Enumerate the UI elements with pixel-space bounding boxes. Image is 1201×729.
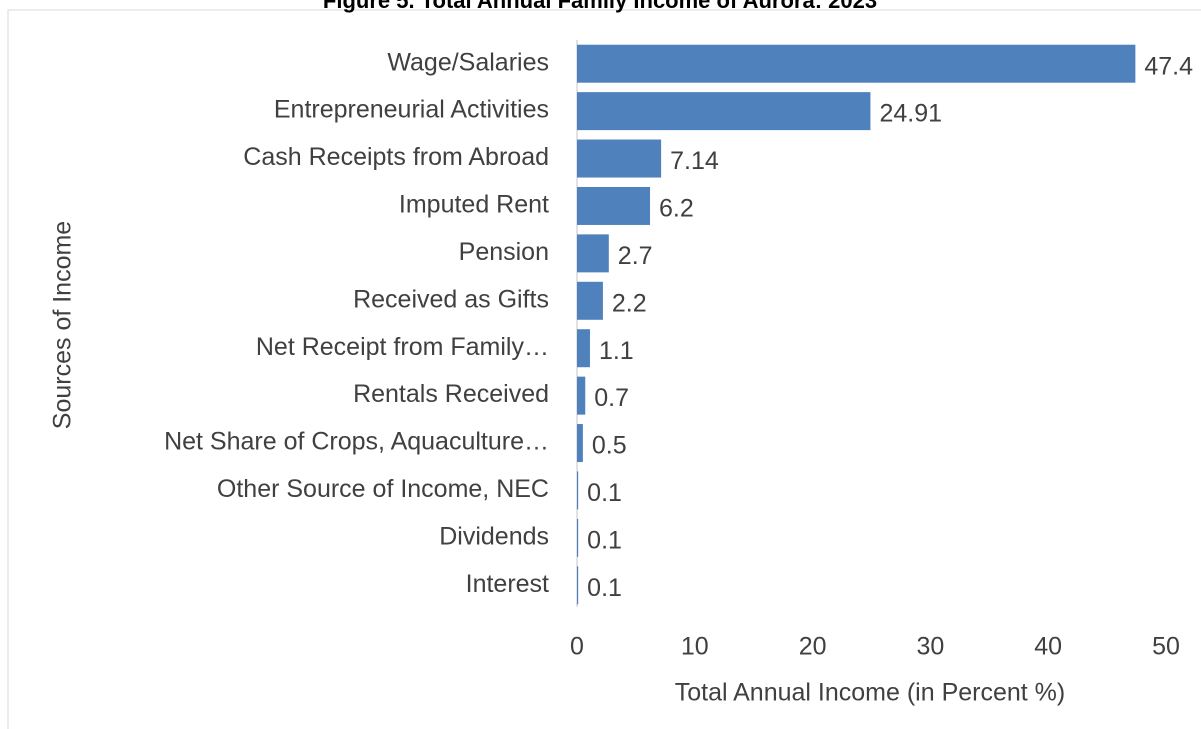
y-tick-label: Net Share of Crops, Aquaculture…	[164, 428, 549, 456]
bar	[577, 92, 871, 131]
y-tick-label: Imputed Rent	[399, 191, 549, 219]
bar	[577, 376, 586, 415]
y-axis-label: Sources of Income	[49, 221, 77, 429]
data-label: 6.2	[659, 195, 694, 223]
data-label: 2.7	[618, 242, 653, 270]
y-tick-label: Wage/Salaries	[387, 48, 549, 76]
bar	[577, 566, 579, 605]
y-tick-label: Interest	[466, 570, 549, 598]
data-label: 0.5	[592, 432, 627, 460]
x-tick-label: 0	[570, 633, 584, 661]
data-label: 0.7	[594, 384, 629, 412]
bar	[577, 518, 579, 557]
data-label: 7.14	[670, 147, 719, 175]
data-label: 24.91	[879, 100, 942, 128]
y-tick-label: Other Source of Income, NEC	[217, 475, 549, 503]
data-label: 1.1	[599, 337, 634, 365]
bar	[577, 281, 603, 320]
chart-border	[7, 9, 1201, 729]
bar	[577, 186, 651, 225]
y-tick-label: Dividends	[439, 522, 549, 550]
x-axis-label: Total Annual Income (in Percent %)	[675, 679, 1065, 707]
y-tick-label: Pension	[459, 238, 549, 266]
x-tick-label: 50	[1152, 633, 1180, 661]
y-tick-label: Net Receipt from Family…	[256, 333, 549, 361]
bar	[577, 329, 590, 368]
bar	[577, 234, 609, 273]
x-tick-label: 30	[916, 633, 944, 661]
y-tick-label: Cash Receipts from Abroad	[243, 143, 549, 171]
x-tick-label: 40	[1034, 633, 1062, 661]
bar	[577, 139, 662, 178]
bar	[577, 471, 579, 510]
data-label: 0.1	[587, 479, 622, 507]
data-label: 47.4	[1144, 52, 1193, 80]
data-label: 0.1	[587, 574, 622, 602]
bar	[577, 424, 583, 463]
bar	[577, 44, 1136, 83]
data-label: 0.1	[587, 526, 622, 554]
data-label: 2.2	[612, 289, 647, 317]
y-tick-label: Rentals Received	[353, 380, 549, 408]
x-tick-label: 20	[799, 633, 827, 661]
y-tick-label: Received as Gifts	[353, 285, 549, 313]
chart-title: Figure 5. Total Annual Family Income of …	[323, 0, 877, 13]
y-tick-label: Entrepreneurial Activities	[274, 96, 549, 124]
x-tick-label: 10	[681, 633, 709, 661]
